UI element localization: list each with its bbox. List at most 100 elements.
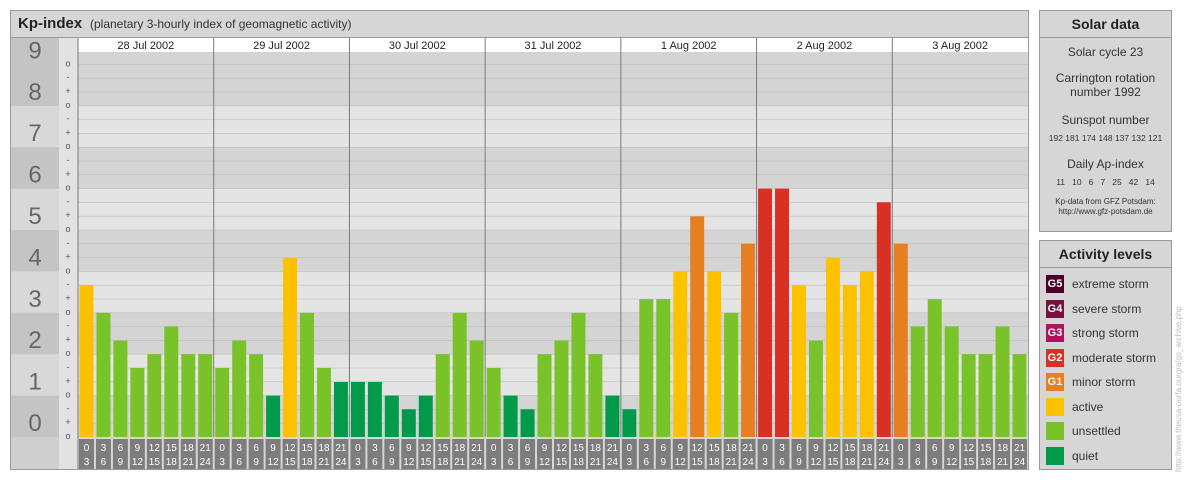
kp-bar xyxy=(842,285,857,437)
kp-bar xyxy=(961,354,976,437)
activity-level-swatch: G2 xyxy=(1046,348,1064,367)
kp-bar xyxy=(724,312,739,437)
interval-label-end: 6 xyxy=(101,457,107,468)
interval-label-end: 12 xyxy=(675,457,687,468)
interval-label-end: 6 xyxy=(779,457,785,468)
y-label-band xyxy=(11,271,59,313)
day-header-band xyxy=(78,38,1028,52)
interval-label-end: 21 xyxy=(318,457,330,468)
level-band xyxy=(78,64,1028,106)
interval-label-start: 18 xyxy=(318,443,330,454)
interval-label-start: 12 xyxy=(556,443,568,454)
level-band xyxy=(78,188,1028,231)
interval-label-box xyxy=(808,439,824,469)
sunspot-values: 192 181 174 148 137 132 121 xyxy=(1048,133,1163,143)
kp-bar xyxy=(758,188,773,437)
interval-label-end: 15 xyxy=(556,457,568,468)
y-tick-label: 2 xyxy=(28,327,41,354)
y-minor-tick-label: + xyxy=(65,334,70,344)
interval-label-end: 18 xyxy=(709,457,721,468)
interval-label-start: 6 xyxy=(389,443,395,454)
interval-label-end: 15 xyxy=(149,457,161,468)
interval-label-start: 15 xyxy=(844,443,856,454)
interval-label-start: 6 xyxy=(660,443,666,454)
interval-label-box xyxy=(740,439,756,469)
interval-label-box xyxy=(112,439,128,469)
interval-label-box xyxy=(299,439,315,469)
interval-label-box xyxy=(825,439,841,469)
y-minor-tick-label: o xyxy=(65,307,70,317)
interval-label-start: 12 xyxy=(420,443,432,454)
kp-bar xyxy=(215,367,230,437)
interval-label-end: 18 xyxy=(301,457,313,468)
kp-bar xyxy=(367,381,382,437)
level-band xyxy=(78,230,1028,272)
interval-label-end: 6 xyxy=(236,457,242,468)
y-label-band xyxy=(11,38,59,65)
interval-label-end: 6 xyxy=(508,457,514,468)
y-minor-tick-label: o xyxy=(65,348,70,358)
interval-label-end: 15 xyxy=(692,457,704,468)
level-band xyxy=(78,147,1028,189)
interval-label-end: 9 xyxy=(253,457,259,468)
y-minor-tick-label: o xyxy=(65,431,70,441)
kp-bar xyxy=(350,381,365,437)
kp-bar xyxy=(690,216,705,437)
kp-bar xyxy=(232,340,247,437)
interval-label-box xyxy=(95,439,111,469)
y-minor-tick-label: + xyxy=(65,169,70,179)
activity-level-label: quiet xyxy=(1072,448,1099,463)
kp-chart-panel: Kp-index (planetary 3-hourly index of ge… xyxy=(10,10,1029,470)
kp-bar xyxy=(775,188,789,437)
interval-label-end: 9 xyxy=(525,457,531,468)
activity-level-swatch xyxy=(1046,397,1064,416)
interval-label-box xyxy=(146,439,162,469)
kp-bar xyxy=(944,326,959,437)
activity-level-label: severe storm xyxy=(1072,301,1142,316)
interval-label-end: 24 xyxy=(607,457,619,468)
interval-label-start: 15 xyxy=(709,443,721,454)
interval-label-box xyxy=(910,439,926,469)
interval-label-end: 24 xyxy=(743,457,755,468)
interval-label-start: 6 xyxy=(253,443,259,454)
y-label-band xyxy=(11,64,59,106)
y-minor-tick-label: + xyxy=(65,252,70,262)
interval-label-end: 15 xyxy=(420,457,432,468)
interval-label-box xyxy=(1012,439,1027,469)
interval-label-box xyxy=(672,439,688,469)
interval-label-box xyxy=(978,439,994,469)
kp-bar xyxy=(825,257,840,437)
interval-label-box xyxy=(486,439,502,469)
y-tick-label: 0 xyxy=(28,410,41,437)
y-minor-tick-label: o xyxy=(65,141,70,151)
kp-bar xyxy=(333,381,348,437)
interval-label-box xyxy=(469,439,485,469)
interval-label-box xyxy=(655,439,671,469)
interval-label-start: 9 xyxy=(949,443,955,454)
interval-label-start: 12 xyxy=(827,443,839,454)
interval-label-box xyxy=(876,439,892,469)
interval-label-start: 18 xyxy=(183,443,195,454)
carrington-rotation-number: number 1992 xyxy=(1070,85,1141,99)
day-label: 3 Aug 2002 xyxy=(932,40,988,52)
interval-label-start: 9 xyxy=(542,443,548,454)
interval-label-box xyxy=(587,439,603,469)
kp-bar xyxy=(283,257,298,437)
interval-label-start: 3 xyxy=(915,443,921,454)
activity-level-label: moderate storm xyxy=(1072,350,1157,365)
y-minor-tick-label: o xyxy=(65,390,70,400)
chart-header: Kp-index (planetary 3-hourly index of ge… xyxy=(11,11,1028,38)
y-tick-label: 7 xyxy=(28,120,41,147)
kp-bar xyxy=(147,354,162,437)
interval-label-start: 3 xyxy=(236,443,242,454)
interval-label-end: 12 xyxy=(810,457,822,468)
interval-label-start: 21 xyxy=(1014,443,1026,454)
interval-label-start: 15 xyxy=(573,443,585,454)
day-label: 1 Aug 2002 xyxy=(661,40,717,52)
data-source-label: Kp-data from GFZ Potsdam: xyxy=(1055,197,1156,206)
interval-label-start: 9 xyxy=(406,443,412,454)
interval-label-start: 18 xyxy=(861,443,873,454)
interval-label-box xyxy=(401,439,417,469)
y-minor-tick-label: - xyxy=(67,279,70,289)
interval-label-end: 18 xyxy=(166,457,178,468)
